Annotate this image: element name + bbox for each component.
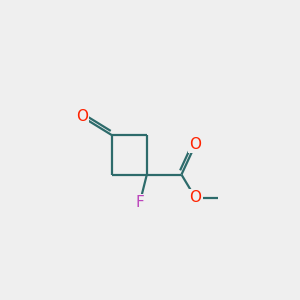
Text: F: F — [136, 195, 144, 210]
Text: O: O — [189, 137, 201, 152]
Text: O: O — [76, 109, 88, 124]
Text: O: O — [189, 190, 201, 205]
